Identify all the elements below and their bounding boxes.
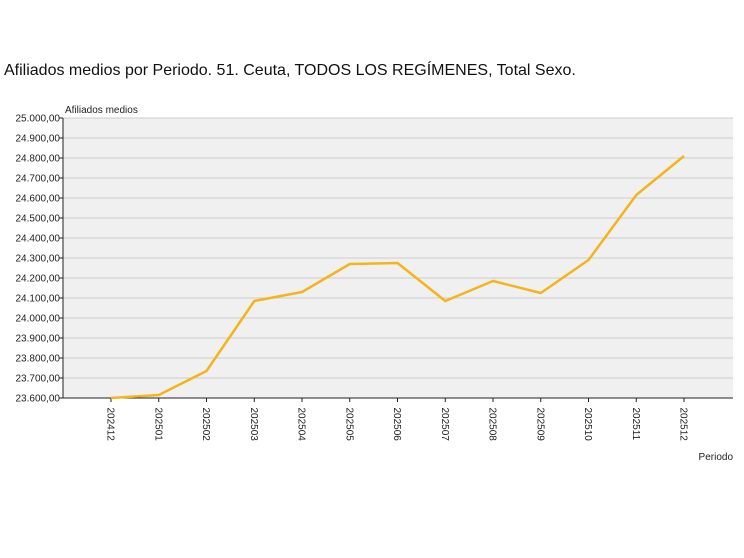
- x-axis-title: Periodo: [699, 452, 734, 463]
- chart-title: Afiliados medios por Periodo. 51. Ceuta,…: [4, 62, 576, 79]
- y-tick-label: 23.900,00: [16, 334, 61, 345]
- y-tick-label: 24.300,00: [16, 254, 61, 265]
- x-tick-label: 202506: [391, 408, 402, 442]
- y-axis-ticks: 25.000,00 24.900,00 24.800,00 24.700,00 24.6…: [16, 114, 63, 405]
- y-tick-label: 24.200,00: [16, 274, 61, 285]
- x-tick-label: 202507: [439, 408, 450, 442]
- y-tick-label: 24.800,00: [16, 154, 61, 165]
- y-tick-label: 24.500,00: [16, 214, 61, 225]
- x-axis-ticks: 202412 202501 202502 202503 202504 202505 2025…: [105, 398, 689, 441]
- y-tick-label: 24.400,00: [16, 234, 61, 245]
- x-tick-label: 202508: [487, 408, 498, 442]
- x-tick-label: 202504: [296, 408, 307, 442]
- y-tick-label: 24.700,00: [16, 174, 61, 185]
- y-tick-label: 24.000,00: [16, 314, 61, 325]
- x-tick-label: 202512: [678, 408, 689, 442]
- y-tick-label: 23.700,00: [16, 374, 61, 385]
- x-tick-label: 202502: [200, 408, 211, 442]
- y-tick-label: 24.100,00: [16, 294, 61, 305]
- y-tick-label: 23.800,00: [16, 354, 61, 365]
- y-tick-label: 24.600,00: [16, 194, 61, 205]
- x-tick-label: 202510: [582, 408, 593, 442]
- x-tick-label: 202503: [248, 408, 259, 442]
- x-tick-label: 202501: [152, 408, 163, 442]
- y-tick-label: 23.600,00: [16, 394, 61, 405]
- x-tick-label: 202412: [105, 408, 116, 442]
- y-axis-title: Afiliados medios: [65, 105, 138, 116]
- y-tick-label: 24.900,00: [16, 134, 61, 145]
- x-tick-label: 202511: [630, 408, 641, 441]
- y-tick-label: 25.000,00: [16, 114, 61, 125]
- x-tick-label: 202509: [534, 408, 545, 442]
- x-tick-label: 202505: [343, 408, 354, 442]
- gridlines: [63, 117, 733, 399]
- series-line: [110, 155, 685, 400]
